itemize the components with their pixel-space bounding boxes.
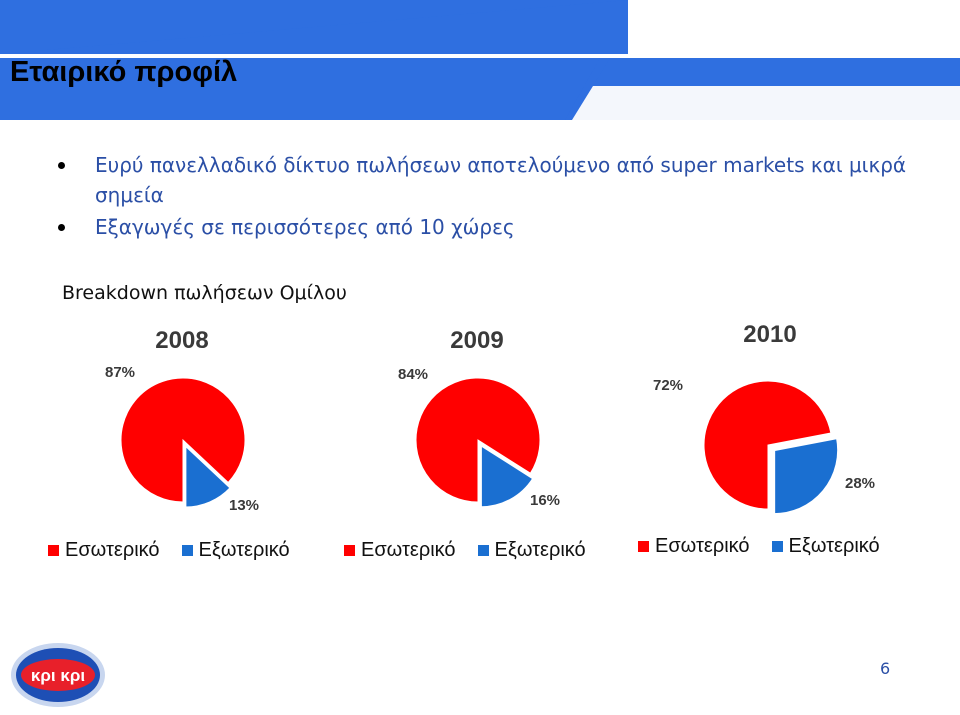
pie-slice-domestic xyxy=(120,377,246,503)
pie-slice-exports xyxy=(479,443,535,509)
legend-item-domestic: Εσωτερικό xyxy=(344,539,456,562)
chart-legend: Εσωτερικό Εξωτερικό xyxy=(638,533,902,559)
slice-label-exports: 28% xyxy=(845,475,875,492)
legend-item-exports: Εξωτερικό xyxy=(181,538,290,562)
legend-label: Εσωτερικό xyxy=(65,538,160,561)
bullet-item: Ευρύ πανελλαδικό δίκτυο πωλήσεων αποτελο… xyxy=(58,150,918,210)
pie-chart-2010: 2010 72% 28% xyxy=(628,315,924,565)
pie-slice-domestic xyxy=(415,377,541,503)
slide-title: Εταιρικό προφίλ xyxy=(10,56,238,88)
bullet-list: Ευρύ πανελλαδικό δίκτυο πωλήσεων αποτελο… xyxy=(58,150,918,244)
pie-chart-2009: 2009 84% 16% xyxy=(335,315,631,565)
legend-item-domestic: Εσωτερικό xyxy=(638,535,750,558)
legend-swatch-blue xyxy=(477,544,489,556)
chart-legend: Εσωτερικό Εξωτερικό xyxy=(48,537,312,563)
pie-svg: 2008 87% 13% xyxy=(105,327,259,514)
kri-kri-logo: κρι κρι xyxy=(11,643,105,707)
legend-item-domestic: Εσωτερικό xyxy=(48,539,160,562)
pie-slice-domestic xyxy=(703,380,832,510)
chart-title: 2008 xyxy=(155,327,208,354)
pie-svg: 2009 84% 16% xyxy=(398,327,560,509)
header-band xyxy=(0,0,960,120)
bullet-item: Εξαγωγές σε περισσότερες από 10 χώρες xyxy=(58,212,918,242)
bullet-text: Εξαγωγές σε περισσότερες από 10 χώρες xyxy=(95,215,515,239)
bullet-dot-icon xyxy=(58,224,65,231)
page-number: 6 xyxy=(880,659,891,678)
pie-slice-exports xyxy=(184,443,232,509)
slice-label-domestic: 87% xyxy=(105,364,135,381)
legend-item-exports: Εξωτερικό xyxy=(477,538,586,562)
legend-swatch-blue xyxy=(181,544,193,556)
bullet-dot-icon xyxy=(58,162,65,169)
chart-title: 2010 xyxy=(743,321,796,348)
legend-swatch-red xyxy=(344,544,355,556)
pie-slice-exports xyxy=(773,436,840,516)
legend-swatch-red xyxy=(638,540,649,552)
legend-label: Εσωτερικό xyxy=(655,534,750,557)
legend-label: Εξωτερικό xyxy=(788,534,880,557)
chart-legend: Εσωτερικό Εξωτερικό xyxy=(344,537,608,563)
legend-label: Εξωτερικό xyxy=(494,538,586,561)
slice-label-domestic: 84% xyxy=(398,366,428,383)
legend-label: Εξωτερικό xyxy=(198,538,290,561)
bullet-text: Ευρύ πανελλαδικό δίκτυο πωλήσεων αποτελο… xyxy=(95,153,907,207)
slice-label-exports: 16% xyxy=(530,492,560,509)
pie-chart-2008: 2008 87% 13% xyxy=(40,315,336,565)
chart-section-title: Breakdown πωλήσεων Ομίλου xyxy=(62,282,347,304)
pie-svg: 2010 72% 28% xyxy=(653,321,875,516)
slice-label-exports: 13% xyxy=(229,497,259,514)
legend-swatch-blue xyxy=(771,540,783,552)
legend-label: Εσωτερικό xyxy=(361,538,456,561)
logo-text: κρι κρι xyxy=(31,666,85,685)
slice-label-domestic: 72% xyxy=(653,377,683,394)
chart-title: 2009 xyxy=(450,327,503,354)
legend-item-exports: Εξωτερικό xyxy=(771,534,880,558)
legend-swatch-red xyxy=(48,544,59,556)
